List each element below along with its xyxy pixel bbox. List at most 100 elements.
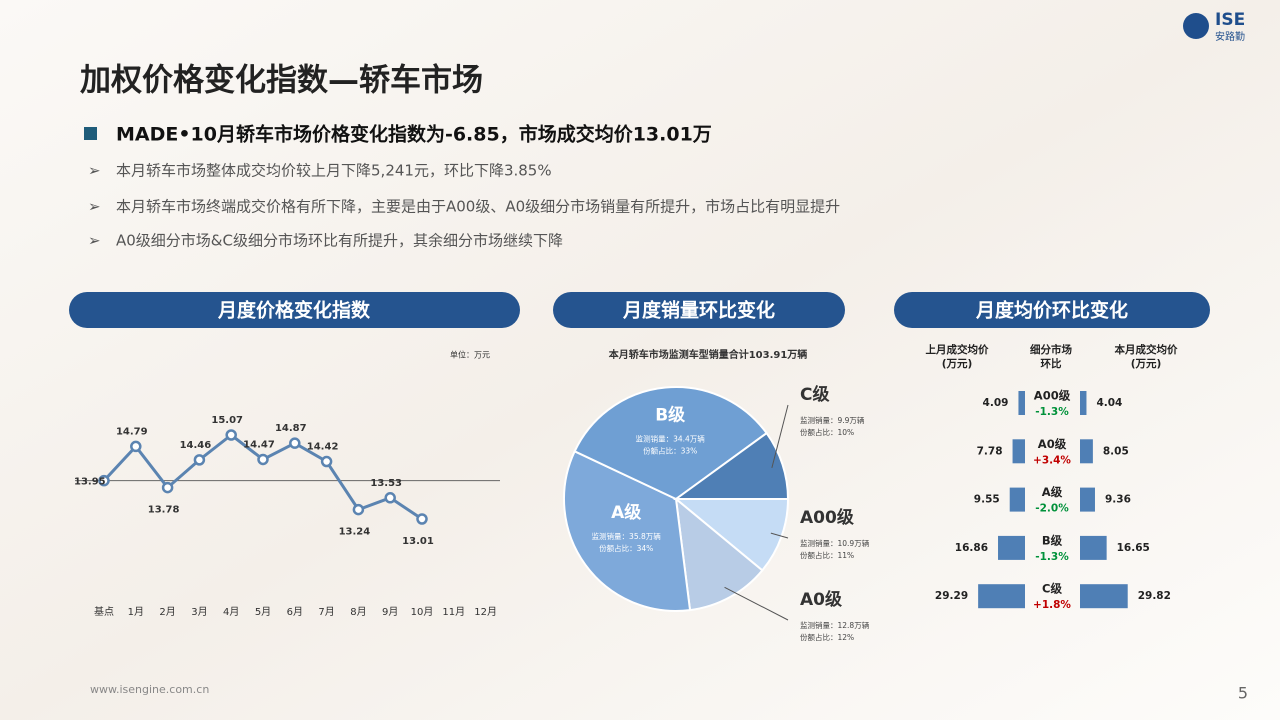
point (98, 474, 110, 487)
point (130, 440, 142, 453)
current-label: 4.04 (1096, 397, 1122, 409)
section-pill (69, 292, 520, 328)
point (225, 429, 237, 441)
x-tick-label: 基点 (94, 605, 114, 618)
sales-label: 监测销量：34.4万辆 (636, 434, 706, 444)
point (416, 513, 428, 525)
previous-label: 29.29 (935, 590, 968, 602)
point (257, 453, 269, 466)
point (320, 455, 333, 468)
x-tick-label: 11月 (442, 606, 465, 618)
current-label: 16.65 (1117, 542, 1150, 554)
section-title: 月度销量环比变化 (622, 299, 775, 322)
pie-slice (573, 386, 769, 501)
section-pill (894, 292, 1210, 328)
share-label: 份额占比：34% (599, 543, 653, 553)
column-header: (万元) (942, 358, 973, 370)
point (289, 437, 301, 449)
previous-label: 16.86 (955, 542, 988, 554)
x-tick-label: 5月 (255, 606, 271, 618)
change-label: -1.3% (1035, 406, 1069, 418)
sales-label: 监测销量：12.8万辆 (800, 620, 870, 630)
previous-bar (1012, 439, 1025, 464)
section-pill (553, 292, 845, 328)
sales-label: 监测销量：10.9万辆 (800, 538, 870, 548)
column-header: (万元) (1131, 358, 1162, 370)
data-label: 15.07 (211, 415, 243, 426)
data-label: 14.79 (116, 426, 148, 437)
point (352, 503, 365, 516)
bullet-marker: ➢ (88, 232, 101, 250)
previous-bar (998, 535, 1025, 560)
x-tick-label: 12月 (474, 606, 497, 618)
x-tick-label: 7月 (318, 606, 334, 618)
share-label: 份额占比：12% (800, 632, 854, 642)
change-label: +3.4% (1033, 454, 1071, 466)
current-bar (1080, 535, 1107, 560)
data-label: 13.24 (339, 527, 371, 538)
headline-marker (84, 127, 97, 140)
footer-url: www.isengine.com.cn (90, 683, 209, 696)
category-label: C级 (1042, 582, 1062, 596)
category-label: A级 (1042, 485, 1063, 499)
data-label: 13.53 (370, 478, 402, 489)
column-header: 本月成交均价 (1115, 343, 1178, 356)
x-tick-label: 3月 (191, 606, 207, 618)
section-title: 月度均价环比变化 (975, 299, 1128, 322)
current-bar (1080, 439, 1093, 464)
logo-sub: 安路勤 (1215, 30, 1245, 43)
current-label: 8.05 (1103, 445, 1129, 457)
data-label: 14.47 (243, 439, 275, 450)
slide-title: 加权价格变化指数—轿车市场 (80, 63, 483, 99)
sales-label: 监测销量：9.9万辆 (800, 415, 865, 425)
category-label: A0级 (1038, 437, 1067, 451)
x-tick-label: 4月 (223, 606, 239, 618)
previous-label: 9.55 (974, 494, 1000, 506)
pie-slice (672, 431, 790, 500)
headline: MADE•10月轿车市场价格变化指数为-6.85，市场成交均价13.01万 (116, 123, 712, 146)
current-bar (1080, 391, 1087, 415)
current-label: 9.36 (1105, 494, 1131, 506)
bullet: A0级细分市场&C级细分市场环比有所提升，其余细分市场继续下降 (116, 232, 563, 250)
previous-label: 4.09 (983, 397, 1009, 409)
data-label: 13.78 (148, 505, 180, 516)
data-label: 14.87 (275, 423, 307, 434)
x-tick-label: 1月 (128, 606, 144, 618)
share-label: 份额占比：11% (800, 550, 854, 560)
unit-label: 单位：万元 (450, 350, 490, 360)
change-label: +1.8% (1033, 599, 1071, 611)
current-label: 29.82 (1138, 590, 1171, 602)
slice-label: A0级 (800, 589, 842, 610)
point (193, 454, 206, 466)
share-label: 份额占比：10% (800, 427, 854, 437)
share-label: 份额占比：33% (643, 446, 697, 456)
data-label: 13.01 (402, 536, 434, 547)
column-header: 细分市场 (1030, 343, 1072, 356)
slice-label: A级 (611, 502, 641, 523)
slice-label: C级 (800, 384, 829, 405)
pie-subtitle: 本月轿车市场监测车型销量合计103.91万辆 (609, 348, 808, 361)
logo-icon (1183, 13, 1209, 39)
section-title: 月度价格变化指数 (217, 299, 371, 322)
data-label: 13.95 (74, 477, 106, 488)
leader-line (771, 404, 789, 468)
pie-slice (673, 498, 790, 572)
pie-slice (674, 496, 764, 612)
previous-label: 7.78 (977, 445, 1003, 457)
bullet-marker: ➢ (88, 198, 101, 216)
slice-label: A00级 (800, 507, 854, 528)
current-bar (1080, 487, 1095, 512)
bullet: 本月轿车市场终端成交价格有所下降，主要是由于A00级、A0级细分市场销量有所提升… (116, 198, 840, 216)
x-tick-label: 10月 (411, 606, 434, 618)
data-label: 14.42 (307, 442, 339, 453)
column-header: 上月成交均价 (926, 343, 989, 356)
bullet: 本月轿车市场整体成交均价较上月下降5,241元，环比下降3.85% (116, 162, 552, 180)
bullet-marker: ➢ (88, 162, 101, 180)
category-label: A00级 (1034, 389, 1071, 403)
previous-bar (1009, 487, 1025, 512)
previous-bar (978, 584, 1025, 609)
change-label: -1.3% (1035, 551, 1069, 563)
leader-line (724, 586, 789, 621)
